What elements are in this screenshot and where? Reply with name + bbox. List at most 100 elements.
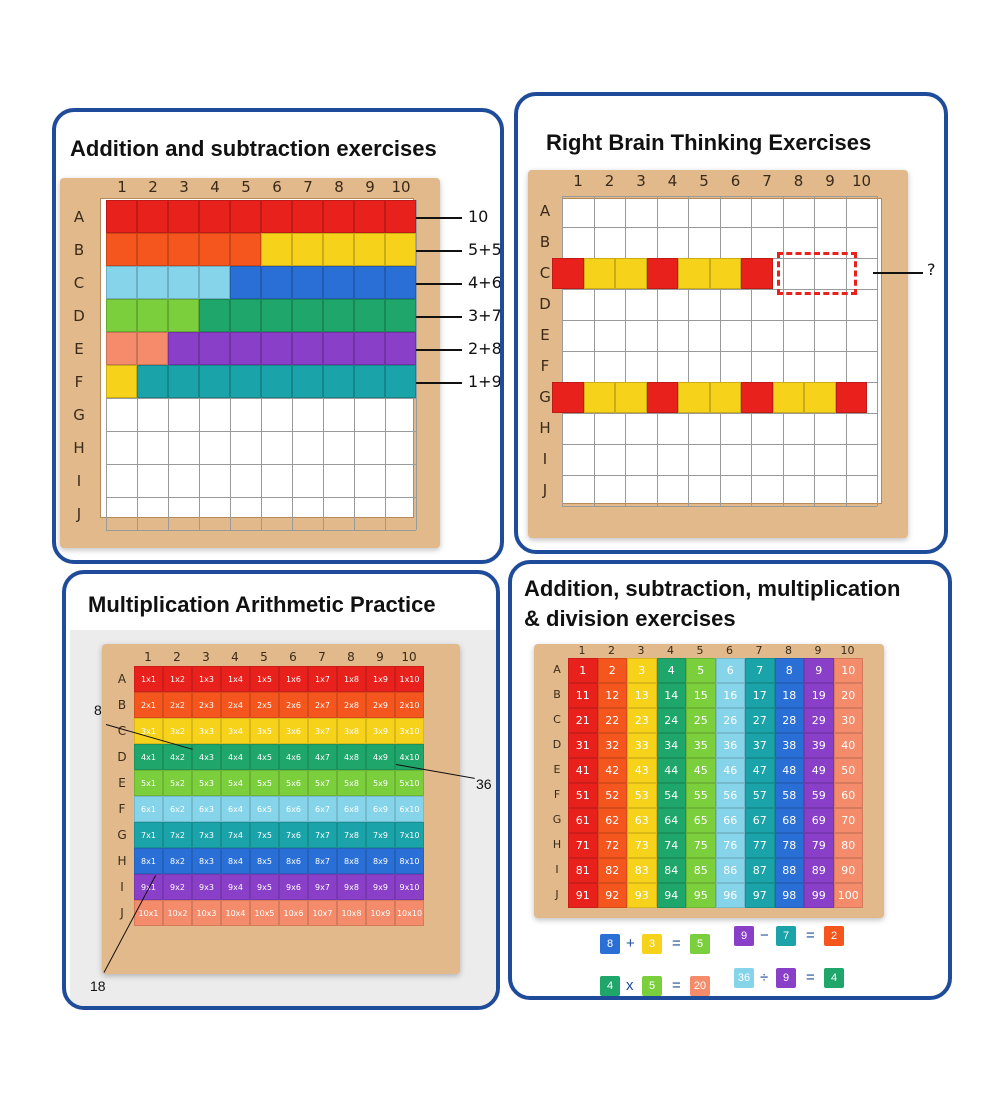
row-letter: G: [117, 828, 127, 842]
color-tile: [354, 365, 385, 398]
color-tile: [385, 200, 416, 233]
column-number: 8: [347, 650, 355, 664]
row-letter: I: [76, 472, 82, 490]
multiplication-tile: 5x5: [250, 770, 279, 796]
color-tile: [199, 332, 230, 365]
multiplication-tile: 4x3: [192, 744, 221, 770]
grid-line: [106, 464, 416, 465]
number-tile: 69: [804, 808, 834, 833]
operator: −: [760, 927, 769, 944]
row-letter: E: [540, 326, 550, 344]
multiplication-tile: 6x10: [395, 796, 424, 822]
number-tile: 33: [627, 733, 657, 758]
multiplication-tile: 1x3: [192, 666, 221, 692]
number-tile: 16: [715, 683, 745, 708]
number-tile: 73: [627, 833, 657, 858]
multiplication-tile: 5x10: [395, 770, 424, 796]
row-letter: E: [553, 763, 561, 776]
color-tile: [552, 382, 584, 413]
leader-line: [416, 249, 462, 252]
number-tile: 59: [804, 783, 834, 808]
multiplication-tile: 1x1: [134, 666, 163, 692]
color-tile: [230, 299, 261, 332]
multiplication-tile: 3x9: [366, 718, 395, 744]
operator: x: [626, 977, 634, 994]
number-tile: 95: [686, 883, 716, 908]
operator: +: [626, 935, 635, 952]
row-letter: I: [120, 880, 124, 894]
equation-tile: 7: [776, 926, 796, 946]
number-tile: 62: [597, 808, 627, 833]
column-number: 7: [755, 644, 763, 657]
multiplication-tile: 9x6: [279, 874, 308, 900]
color-tile: [741, 382, 773, 413]
number-tile: 4: [656, 658, 686, 683]
column-number: 6: [726, 644, 733, 657]
row-letter: J: [542, 481, 548, 499]
sum-label: 10: [468, 206, 489, 226]
multiplication-tile: 7x1: [134, 822, 163, 848]
multiplication-tile: 6x9: [366, 796, 395, 822]
row-letter: C: [73, 274, 85, 292]
number-tile: 72: [597, 833, 627, 858]
multiplication-tile: 10x8: [337, 900, 366, 926]
number-tile: 51: [568, 783, 598, 808]
number-tile: 2: [597, 658, 627, 683]
number-tile: 48: [774, 758, 804, 783]
column-number: 7: [303, 178, 313, 196]
multiplication-tile: 7x9: [366, 822, 395, 848]
number-tile: 32: [597, 733, 627, 758]
column-number: 2: [148, 178, 158, 196]
color-tile: [709, 258, 741, 289]
grid-line: [562, 351, 877, 352]
number-tile: 47: [745, 758, 775, 783]
number-tile: 27: [745, 708, 775, 733]
multiplication-tile: 10x9: [366, 900, 395, 926]
color-tile: [168, 299, 199, 332]
color-tile: [106, 266, 137, 299]
multiplication-tile: 7x4: [221, 822, 250, 848]
column-number: 8: [785, 644, 792, 657]
leader-line: [873, 272, 923, 274]
column-number: 5: [696, 644, 704, 657]
multiplication-tile: 3x2: [163, 718, 192, 744]
number-tile: 14: [656, 683, 686, 708]
number-tile: 25: [686, 708, 716, 733]
multiplication-tile: 6x7: [308, 796, 337, 822]
column-number: 4: [667, 172, 678, 190]
callout-label: 18: [90, 978, 106, 994]
color-tile: [168, 365, 199, 398]
row-letter: D: [552, 738, 562, 751]
number-tile: 30: [833, 708, 863, 733]
column-number: 7: [318, 650, 326, 664]
column-number: 2: [608, 644, 615, 657]
equation-tile: 20: [690, 976, 710, 996]
color-tile: [168, 266, 199, 299]
multiplication-tile: 1x4: [221, 666, 250, 692]
equation-tile: 4: [824, 968, 844, 988]
multiplication-tile: 3x8: [337, 718, 366, 744]
multiplication-tile: 4x5: [250, 744, 279, 770]
color-tile: [323, 200, 354, 233]
number-tile: 20: [833, 683, 863, 708]
number-tile: 92: [597, 883, 627, 908]
number-tile: 21: [568, 708, 598, 733]
row-letter: D: [73, 307, 85, 325]
number-tile: 85: [686, 858, 716, 883]
column-number: 5: [260, 650, 268, 664]
multiplication-tile: 8x2: [163, 848, 192, 874]
row-letter: D: [117, 750, 127, 764]
color-tile: [772, 382, 804, 413]
number-tile: 49: [804, 758, 834, 783]
column-number: 1: [144, 650, 152, 664]
number-tile: 45: [686, 758, 716, 783]
color-tile: [230, 332, 261, 365]
row-letter: G: [73, 406, 85, 424]
row-letter: H: [73, 439, 85, 457]
color-tile: [106, 299, 137, 332]
row-letter: A: [117, 672, 127, 686]
number-tile: 54: [656, 783, 686, 808]
number-tile: 65: [686, 808, 716, 833]
equals-sign: =: [806, 927, 815, 944]
color-tile: [385, 233, 416, 266]
